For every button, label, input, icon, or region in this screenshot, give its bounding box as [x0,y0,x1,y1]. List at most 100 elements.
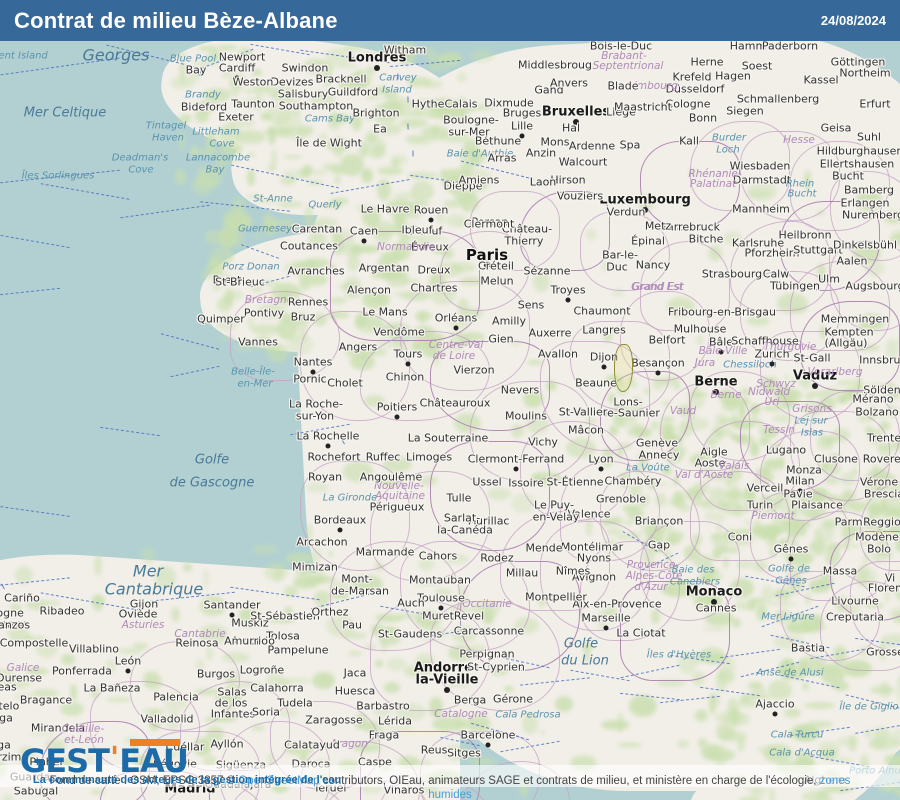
place-label: Verceil [746,481,784,495]
place-label: Brescia [863,487,900,501]
place-label: Bolo [866,542,892,556]
place-label: Nîmes [555,564,591,578]
place-label: Bracknell [315,72,367,86]
place-label: Millau [505,566,539,580]
place-label: Bâle [708,335,734,349]
sea-label: Baie des [671,564,715,576]
place-label: Coutances [280,239,338,253]
place-label: Ibleuf [401,223,433,237]
place-label: Castille- [61,723,105,735]
place-label: Évreux [411,240,449,254]
place-label: Salas [217,685,247,699]
place-label: de-Marsan [331,584,389,598]
place-label: Erlangen [840,196,890,210]
place-label: Reggio [863,515,900,529]
place-label: Zaragosse [305,713,363,727]
place-label: Aurillac [468,514,510,528]
place-label: Gien [488,332,514,346]
place-marker-dot [642,207,648,213]
place-label: Newport [218,50,266,64]
place-label: Aragon [330,738,368,750]
place-label: Mulhouse [673,322,727,336]
place-label: Livourne [831,594,879,608]
place-label: Pornic [293,372,327,386]
sea-label: Golfe de [768,563,810,575]
place-label: Le Puy- [534,498,574,512]
place-label: Liège [606,105,636,119]
place-label: St-Vallier [558,405,608,419]
place-label: St-Étienne [546,475,604,489]
place-label: Ayllón [210,737,244,751]
place-label: Besançon [631,356,685,370]
sea-label: Cala Turcu [770,729,824,741]
place-label: Bois-le-Duc [589,41,653,53]
place-label: Londres [347,50,407,66]
place-label: Exeter [218,110,254,124]
place-label: Kempten [824,325,874,339]
place-marker-dot [769,361,775,367]
place-label: Hythe [411,97,445,111]
place-label: Marmande [355,545,415,559]
place-label: Centre-Val [428,339,484,351]
contract-zone-polygon[interactable] [614,344,633,392]
place-label: Nantes [293,355,333,369]
place-label: Vorarlberg [807,366,863,378]
place-label: Quimper [197,312,245,326]
place-label: Elbeuf [407,224,443,238]
place-label: Clermont [463,217,515,231]
place-label: Bolzano [855,405,899,419]
place-label: Tulle [446,491,472,505]
sea-label: Georges [82,45,150,65]
place-label: Uri [764,396,780,408]
place-label: Walcourt [558,155,608,169]
place-label: Issoire [508,476,544,490]
place-label: Calahorra [250,681,304,695]
place-label: Piemont [751,510,795,522]
place-label: Carentan [291,222,343,236]
place-label: Soest [741,59,773,73]
place-label: Amurrio [231,634,275,648]
place-label: en-Velay [532,510,580,524]
place-label: Amilly [492,314,526,328]
place-label: Bragance [19,693,73,707]
place-label: Darmstadt [732,173,792,187]
place-label: Sarrebruck [660,220,720,234]
place-label: Spa [619,138,641,152]
place-label: Grosse [866,645,900,659]
place-marker-dot [444,687,450,693]
place-label: la-Vieille [415,672,479,688]
place-label: Nidwald [747,386,791,398]
place-label: Sézanne [523,264,571,278]
place-label: Geisa [820,121,852,135]
place-marker-dot [565,297,571,303]
sea-label: Cove [209,138,235,150]
place-label: Persan [471,215,509,229]
place-label: Marseille [581,611,631,625]
place-label: Mirandela [30,721,86,735]
place-label: Auch [397,596,425,610]
place-label: Milan [785,474,815,488]
place-label: Cologne [665,97,711,111]
place-marker-dot [711,599,717,605]
place-label: Mannheim [732,202,790,216]
sea-label: du Lion [561,653,609,669]
place-label: Huesca [334,684,376,698]
place-label: Rochefort [307,450,361,464]
place-label: Ponferrada [52,664,112,678]
sea-label: Loch [716,144,740,156]
place-label: Clusone [814,452,858,466]
place-label: Burgos [196,667,236,681]
sea-label: Blue Pool [169,53,217,65]
sea-label: Bay [205,164,225,176]
place-label: Trente [866,431,900,445]
place-label: Mont- [341,572,373,586]
place-label: Moulins [504,409,548,423]
map-canvas[interactable]: Georges Mer Celtique Blue Pool Bay Brandy Tin… [0,41,900,800]
place-label: Normandie [377,241,435,253]
place-label: Orthez [311,605,349,619]
place-label: arzim [0,750,22,764]
sea-label: Mer Ligure [761,611,815,623]
sea-label: Lej sur [794,415,828,427]
place-label: Rhein [785,178,815,190]
place-label: Nancy [635,258,671,272]
